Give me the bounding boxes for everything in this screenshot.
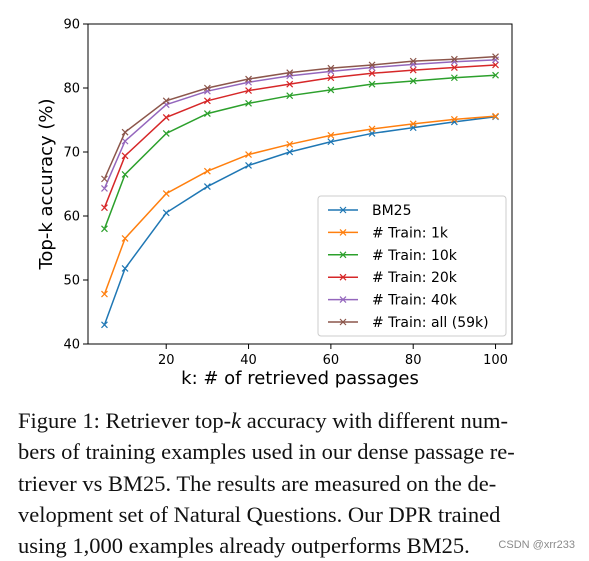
legend-label: # Train: 40k — [372, 293, 458, 309]
data-point-marker — [121, 128, 129, 136]
data-point-marker — [368, 80, 376, 88]
data-point-marker — [286, 92, 294, 100]
y-tick-label: 70 — [63, 146, 80, 161]
legend-label: # Train: 1k — [372, 225, 449, 241]
data-point-marker — [368, 125, 376, 133]
data-point-marker — [245, 87, 252, 94]
y-tick-label: 90 — [63, 18, 80, 33]
legend-swatch-marker — [339, 206, 347, 214]
data-point-marker — [121, 234, 129, 242]
caption-line-3: triever vs BM25. The results are measure… — [18, 470, 497, 496]
x-tick-label: 80 — [405, 353, 422, 368]
data-point-marker — [203, 183, 211, 190]
legend-label: # Train: 20k — [372, 270, 458, 286]
y-tick-label: 40 — [63, 338, 80, 353]
y-axis-title: Top-k accuracy (%) — [36, 98, 57, 270]
x-tick-label: 100 — [483, 353, 508, 368]
caption-k-italic: k — [231, 408, 242, 433]
data-point-marker — [245, 75, 252, 83]
caption-line-5: using 1,000 examples already outperforms… — [18, 533, 470, 559]
data-point-marker — [492, 112, 499, 120]
chart: 20 40 60 80 100 40 50 60 70 80 90 k: # of retrieve… — [36, 18, 513, 389]
legend-swatch-marker — [339, 273, 347, 281]
data-point-marker — [368, 69, 376, 77]
data-point-marker — [450, 74, 458, 82]
legend-swatch-marker — [339, 318, 347, 326]
data-point-marker — [450, 55, 458, 63]
data-point-marker — [162, 190, 170, 198]
watermark: CSDN @xrr233 — [498, 539, 575, 551]
series-group — [101, 112, 499, 298]
caption-line-2: bers of training examples used in our de… — [18, 439, 515, 465]
x-tick-label: 60 — [323, 353, 340, 368]
series-layer — [101, 53, 499, 329]
data-point-marker — [203, 110, 211, 118]
data-point-marker — [121, 170, 129, 178]
caption-line-4: velopment set of Natural Questions. Our … — [18, 501, 501, 527]
data-point-marker — [286, 148, 294, 156]
plot-frame — [87, 23, 513, 345]
data-point-marker — [409, 57, 417, 65]
data-point-marker — [101, 225, 108, 233]
legend: BM25 # Train: 1k # Train: 10k # Train: 20k #… — [317, 195, 507, 337]
data-point-marker — [162, 209, 170, 217]
data-point-marker — [121, 265, 129, 272]
data-point-marker — [101, 175, 108, 183]
data-point-marker — [286, 69, 294, 77]
y-tick-label: 50 — [63, 274, 80, 289]
caption-text: Figure 1: Retriever top- — [18, 408, 232, 433]
data-point-marker — [409, 77, 417, 85]
data-point-marker — [162, 130, 170, 137]
caption-text: accuracy with different num- — [241, 408, 509, 433]
legend-label: # Train: all (59k) — [372, 315, 489, 331]
x-tick-label: 40 — [240, 353, 257, 368]
axis-ticks: 20 40 60 80 100 40 50 60 70 80 90 — [63, 18, 507, 369]
data-point-marker — [162, 114, 170, 121]
series-group — [101, 71, 499, 233]
legend-label: # Train: 10k — [372, 248, 458, 264]
series-group — [101, 61, 499, 212]
data-point-marker — [492, 71, 499, 79]
legend-swatch-marker — [339, 228, 347, 236]
caption-line-1: Figure 1: Retriever top-k accuracy with … — [18, 405, 548, 436]
data-point-marker — [327, 86, 335, 94]
figure-caption: Figure 1: Retriever top-k accuracy with … — [18, 405, 548, 561]
data-point-marker — [121, 137, 129, 145]
data-point-marker — [101, 185, 108, 192]
data-point-marker — [245, 99, 252, 107]
legend-label: BM25 — [372, 203, 412, 219]
data-point-marker — [101, 321, 108, 329]
data-point-marker — [450, 64, 458, 71]
series-group — [101, 53, 499, 183]
x-tick-label: 20 — [158, 353, 175, 368]
y-tick-label: 80 — [63, 82, 80, 97]
data-point-marker — [409, 120, 417, 128]
data-point-marker — [162, 97, 170, 105]
legend-swatch-marker — [339, 296, 347, 304]
x-axis-title: k: # of retrieved passages — [181, 368, 419, 389]
data-point-marker — [245, 151, 252, 158]
y-tick-label: 60 — [63, 210, 80, 225]
data-point-marker — [327, 64, 335, 72]
data-point-marker — [203, 97, 211, 105]
data-point-marker — [101, 290, 108, 298]
data-point-marker — [327, 131, 335, 139]
data-point-marker — [203, 167, 211, 175]
data-point-marker — [101, 204, 108, 212]
data-point-marker — [450, 115, 458, 123]
data-point-marker — [492, 61, 499, 69]
data-point-marker — [121, 152, 129, 160]
data-point-marker — [492, 53, 499, 61]
data-point-marker — [286, 80, 294, 88]
data-point-marker — [327, 74, 335, 82]
data-point-marker — [327, 138, 335, 146]
data-point-marker — [409, 66, 417, 74]
legend-swatch-marker — [339, 251, 347, 259]
data-point-marker — [245, 162, 252, 169]
series-group — [101, 113, 499, 329]
data-point-marker — [286, 140, 294, 148]
legend-box — [317, 195, 507, 337]
data-point-marker — [203, 84, 211, 92]
data-point-marker — [368, 61, 376, 69]
